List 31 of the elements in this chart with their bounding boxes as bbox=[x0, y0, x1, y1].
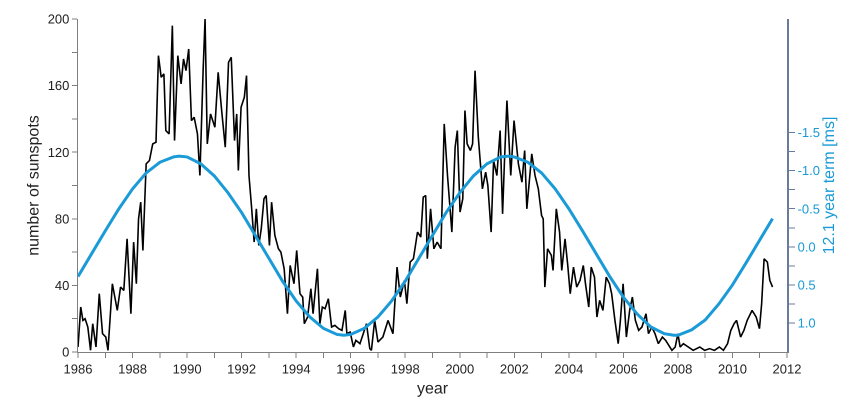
x-tick-label: 1986 bbox=[64, 362, 92, 377]
x-tick-label: 1990 bbox=[172, 362, 202, 377]
y2-tick-label: -0.5 bbox=[798, 201, 820, 216]
x-tick-label: 1998 bbox=[390, 362, 420, 377]
x-axis-title: year bbox=[416, 380, 449, 398]
y-tick-label: 40 bbox=[54, 278, 70, 293]
x-tick-label: 2010 bbox=[718, 362, 747, 377]
y2-tick-label: 1.0 bbox=[798, 316, 816, 331]
x-tick-label: 2008 bbox=[663, 362, 692, 377]
y2-tick-label: -1.0 bbox=[798, 163, 820, 178]
x-tick-label: 2004 bbox=[554, 362, 584, 377]
line-series bbox=[78, 19, 774, 352]
x-tick-label: 2006 bbox=[608, 362, 638, 377]
x-tick-label: 1996 bbox=[336, 362, 366, 377]
y-tick-label: 160 bbox=[48, 78, 70, 94]
x-tick-label: 2002 bbox=[500, 362, 529, 377]
x-tick-label: 1992 bbox=[227, 362, 256, 377]
y2-axis-title: 12.1 year term [ms] bbox=[821, 116, 838, 254]
y-axis-title: number of sunspots bbox=[26, 115, 43, 256]
y-tick-label: 80 bbox=[54, 211, 70, 226]
y-tick-label: 200 bbox=[48, 12, 70, 27]
y-tick-label: 120 bbox=[48, 144, 70, 160]
y2-tick-label: 0.0 bbox=[798, 239, 816, 254]
y-tick-label: 0 bbox=[62, 344, 70, 360]
x-tick-label: 2012 bbox=[772, 362, 802, 377]
line-series bbox=[78, 154, 774, 337]
y2-tick-label: -1.5 bbox=[798, 125, 820, 140]
y2-tick-label: 0.5 bbox=[798, 277, 816, 292]
x-tick-label: 1988 bbox=[118, 362, 147, 377]
x-tick-label: 2000 bbox=[445, 362, 474, 377]
x-tick-label: 1994 bbox=[282, 362, 311, 377]
